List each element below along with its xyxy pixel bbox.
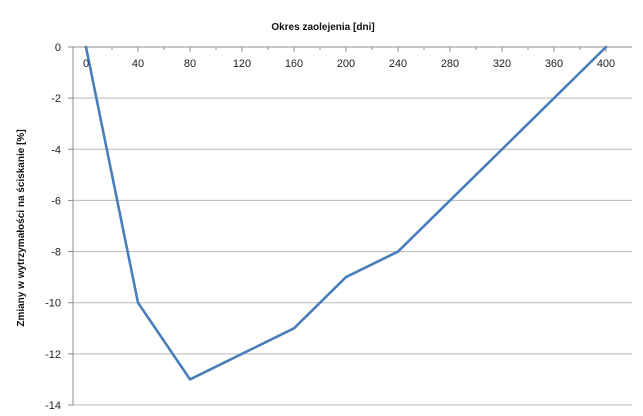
y-tick-label: -6 xyxy=(51,195,61,207)
x-tick-label: 40 xyxy=(132,58,144,70)
x-tick-label: 200 xyxy=(337,58,355,70)
x-tick-label: 0 xyxy=(83,58,89,70)
series-layer xyxy=(84,45,608,381)
y-tick-label: 0 xyxy=(55,42,61,54)
x-tick-label: 280 xyxy=(441,58,459,70)
y-axis-title: Zmiany w wytrzymałości na ściskanie [%] xyxy=(16,129,27,326)
y-tick-label: -10 xyxy=(45,298,61,310)
series-line xyxy=(84,45,608,381)
y-tick-label: -4 xyxy=(51,144,61,156)
x-tick-label: 320 xyxy=(493,58,511,70)
tick-labels: 0 -2 -4 -6 -8 -10 -12 -14 0 40 80 120 160 200 240 280 32… xyxy=(45,42,615,412)
axes xyxy=(68,46,632,406)
x-tick-label: 120 xyxy=(233,58,251,70)
y-tick-label: -8 xyxy=(51,247,61,259)
x-tick-label: 80 xyxy=(184,58,196,70)
gridlines xyxy=(73,97,632,406)
y-tick-label: -2 xyxy=(51,93,61,105)
x-tick-label: 160 xyxy=(285,58,303,70)
y-tick-label: -12 xyxy=(45,349,61,361)
x-tick-label: 360 xyxy=(545,58,563,70)
x-tick-label: 240 xyxy=(389,58,407,70)
x-tick-label: 400 xyxy=(597,58,615,70)
y-tick-label: -14 xyxy=(45,400,61,412)
x-axis-title: Okres zaolejenia [dni] xyxy=(271,22,374,33)
